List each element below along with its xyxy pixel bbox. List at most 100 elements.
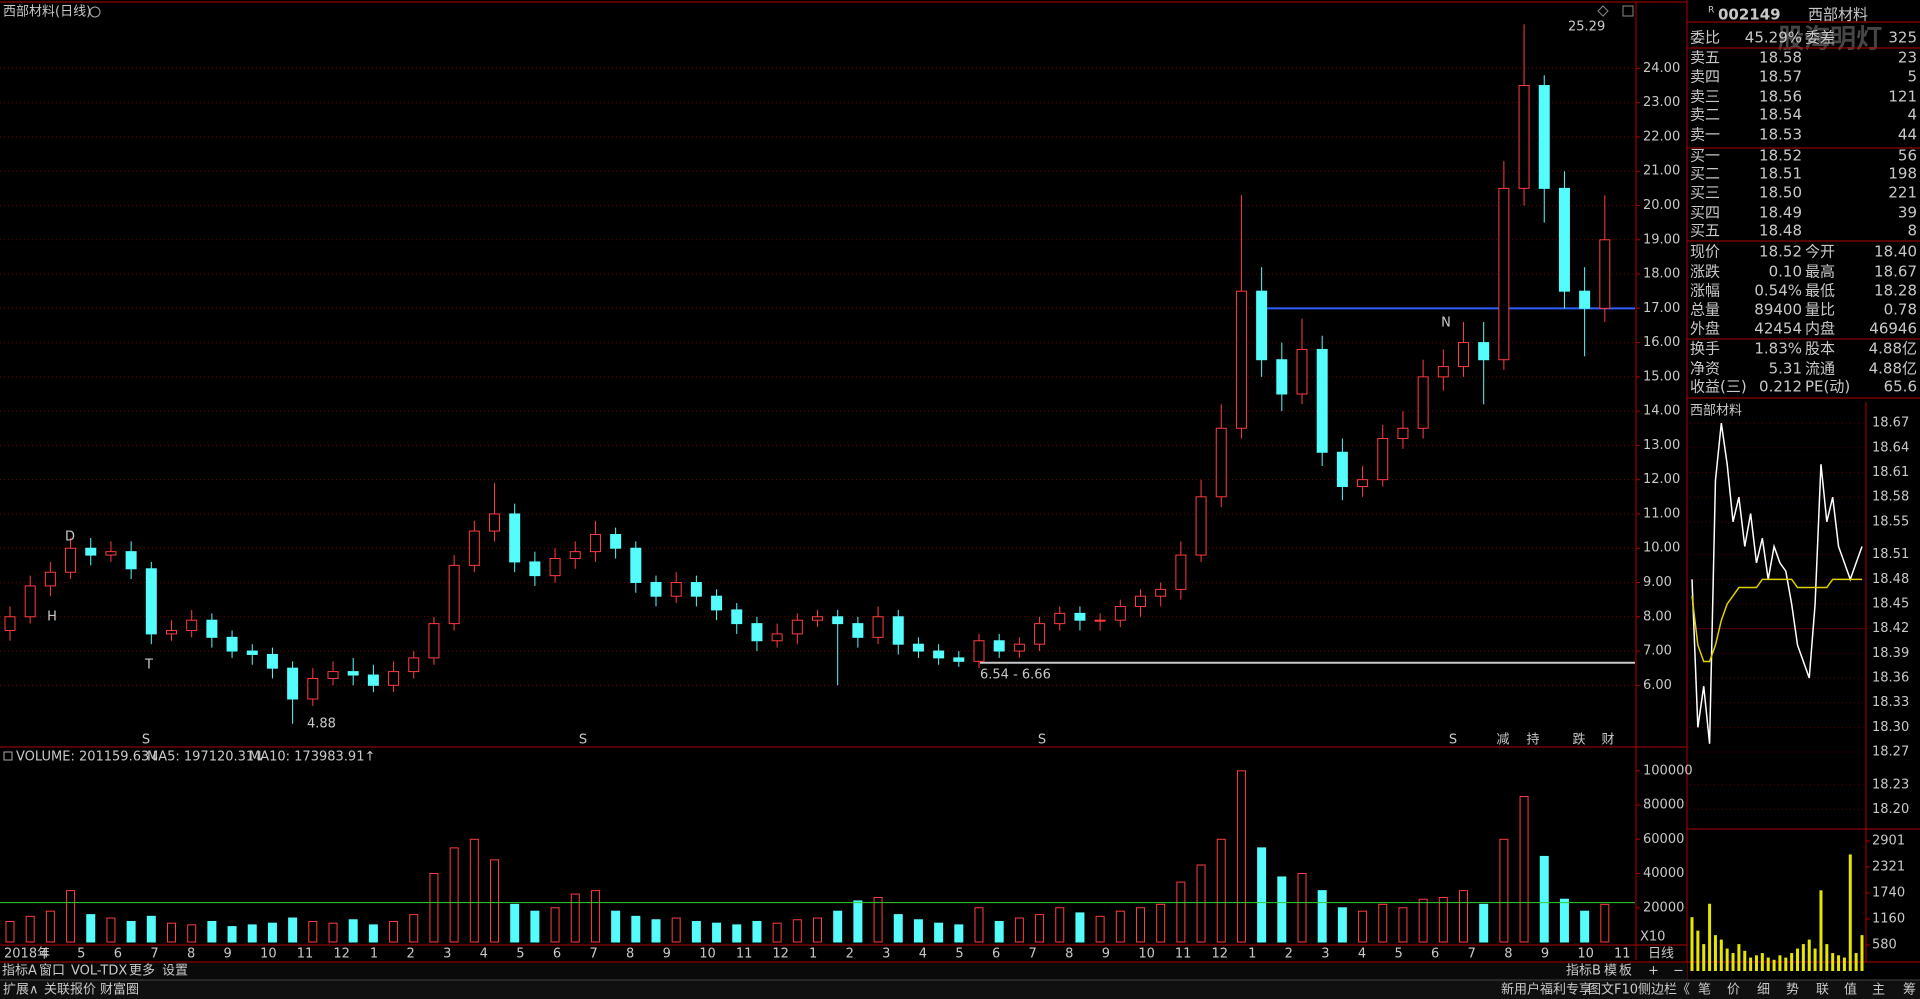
- x-tick-label: 5: [77, 947, 85, 962]
- candle-body: [1155, 588, 1167, 597]
- toolbar-button[interactable]: −: [1673, 964, 1684, 979]
- toolbar-button[interactable]: 模: [1604, 964, 1617, 979]
- y-tick-label: 14.00: [1643, 404, 1680, 419]
- toolbar-button[interactable]: 图文F10: [1588, 983, 1638, 998]
- quote-cell: 121: [1888, 88, 1917, 106]
- volume-bar: [833, 910, 843, 943]
- intraday-volume-bar: [1819, 890, 1823, 971]
- intraday-volume-bar: [1831, 953, 1835, 971]
- y-tick-label: 18.33: [1872, 695, 1909, 710]
- candle-body: [812, 616, 823, 621]
- toolbar-button[interactable]: VOL-TDX: [71, 964, 127, 979]
- x-tick-label: 7: [1468, 947, 1476, 962]
- event-marker[interactable]: S: [1038, 733, 1046, 748]
- event-marker[interactable]: S: [142, 733, 150, 748]
- event-marker[interactable]: S: [1449, 733, 1457, 748]
- x-tick-label: 8: [1065, 947, 1073, 962]
- quote-cell: 18.57: [1759, 68, 1802, 86]
- y-tick-label: 18.20: [1872, 802, 1909, 817]
- toolbar-button[interactable]: 主: [1872, 983, 1885, 998]
- quote-cell: 56: [1898, 147, 1917, 165]
- quote-cell: 0.54%: [1754, 282, 1802, 300]
- toolbar-button[interactable]: +: [1648, 964, 1659, 979]
- toolbar-button[interactable]: 细: [1757, 983, 1770, 998]
- period-button[interactable]: 日线: [1648, 947, 1674, 962]
- candle-body: [1458, 342, 1469, 368]
- annotation: 6.54 - 6.66: [980, 668, 1051, 683]
- candle-body: [1316, 348, 1328, 453]
- candle-body: [347, 671, 359, 676]
- quote-cell: 65.6: [1884, 378, 1917, 396]
- toolbar-button[interactable]: 更多: [129, 963, 155, 979]
- event-marker[interactable]: S: [579, 733, 587, 748]
- toolbar-button[interactable]: 窗口: [39, 963, 65, 979]
- volume-bar: [1499, 838, 1509, 943]
- candle-body: [953, 657, 965, 662]
- volume-bar: [308, 920, 318, 943]
- toolbar-button[interactable]: 联: [1816, 983, 1829, 998]
- chart-title: 西部材料(日线): [3, 5, 91, 20]
- intraday-volume-bar: [1778, 955, 1782, 971]
- candle-body: [892, 616, 904, 645]
- candle-body: [448, 564, 460, 625]
- candle-body: [1437, 366, 1449, 378]
- intraday-volume-bar: [1784, 957, 1788, 971]
- toolbar-button[interactable]: 指标B: [1566, 964, 1601, 979]
- corner-button[interactable]: [1597, 5, 1609, 17]
- toolbar-button[interactable]: 关联报价: [44, 983, 96, 998]
- x-tick-label: 3: [882, 947, 890, 962]
- event-marker[interactable]: 减: [1496, 733, 1509, 748]
- intraday-volume-bar: [1801, 944, 1805, 971]
- volume-bar: [1196, 864, 1206, 943]
- volume-bar: [1075, 912, 1085, 943]
- corner-button[interactable]: [1622, 5, 1634, 17]
- toolbar-button[interactable]: 指标A: [2, 964, 37, 979]
- intraday-volume-bar: [1760, 953, 1764, 971]
- intraday-volume-bar: [1754, 955, 1758, 971]
- volume-bar: [1559, 898, 1569, 943]
- toolbar-button[interactable]: 值: [1844, 982, 1857, 998]
- quote-cell: 买四: [1690, 204, 1720, 222]
- candle-body: [1256, 290, 1268, 361]
- candle-body: [1034, 623, 1046, 645]
- x-tick-label: 10: [260, 947, 277, 962]
- candle-body: [468, 530, 480, 566]
- candle-body: [1074, 612, 1086, 621]
- quote-cell: 18.40: [1874, 243, 1917, 261]
- candle-body: [1498, 187, 1510, 361]
- candle-body: [125, 551, 137, 570]
- toolbar-button[interactable]: 侧边栏《: [1638, 983, 1690, 998]
- toolbar-button[interactable]: 新用户福利专享: [1501, 982, 1592, 998]
- toolbar-button[interactable]: 板: [1619, 964, 1632, 979]
- volume-bar: [1095, 915, 1105, 943]
- x-tick-label: 11: [1614, 947, 1631, 962]
- toolbar-button[interactable]: 价: [1727, 983, 1740, 998]
- y-tick-label: 22.00: [1643, 129, 1680, 144]
- event-marker[interactable]: 持: [1526, 733, 1539, 748]
- y-tick-label: 10.00: [1643, 541, 1680, 556]
- toolbar-button[interactable]: 扩展∧: [3, 983, 39, 998]
- event-marker[interactable]: 财: [1601, 733, 1614, 748]
- toolbar-button[interactable]: 财富圈: [100, 982, 139, 998]
- volume-bar: [449, 847, 459, 943]
- volume-bar: [752, 920, 762, 943]
- volume-bar: [1337, 907, 1347, 943]
- quote-cell: 18.67: [1874, 263, 1917, 281]
- volume-bar: [389, 920, 399, 943]
- candle-body: [751, 623, 763, 642]
- volume-bar: [45, 910, 55, 943]
- toolbar-button[interactable]: 设置: [162, 964, 188, 979]
- toolbar-button[interactable]: 笔: [1698, 982, 1711, 998]
- toolbar-button[interactable]: 势: [1786, 982, 1799, 998]
- y-tick-label: 18.36: [1872, 671, 1909, 686]
- legend-entry: MA10: 173983.91↑: [249, 750, 375, 765]
- volume-bar: [1236, 770, 1246, 943]
- candle-body: [529, 561, 541, 577]
- toolbar-button[interactable]: 筹: [1903, 982, 1916, 998]
- volume-bar: [913, 919, 923, 943]
- volume-bar: [691, 920, 701, 943]
- event-marker[interactable]: 跌: [1572, 732, 1585, 748]
- quote-cell: 换手: [1690, 340, 1720, 358]
- x-tick-label: 9: [1541, 947, 1549, 962]
